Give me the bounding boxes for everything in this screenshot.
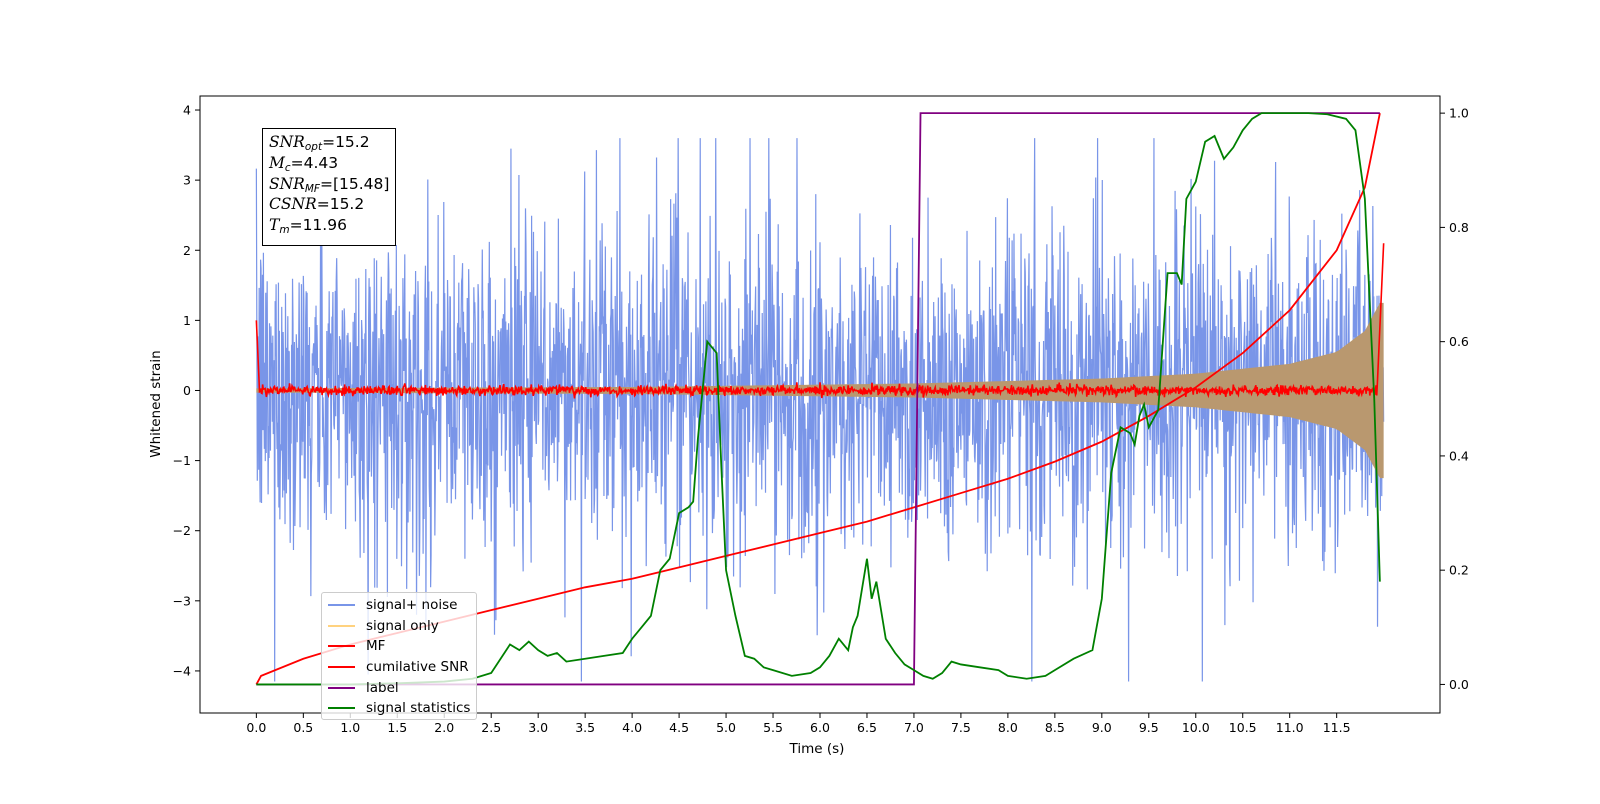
mc-label: M bbox=[269, 153, 285, 172]
y-tick-label: −2 bbox=[173, 523, 191, 538]
y-axis-label: Whitened strain bbox=[148, 350, 164, 457]
x-tick-label: 9.0 bbox=[1092, 720, 1112, 735]
x-tick-label: 10.0 bbox=[1182, 720, 1210, 735]
x-tick-label: 0.5 bbox=[293, 720, 313, 735]
x-tick-label: 2.5 bbox=[481, 720, 501, 735]
mc-sub: c bbox=[284, 161, 291, 174]
x-tick-label: 10.5 bbox=[1229, 720, 1257, 735]
y2-tick-label: 0.6 bbox=[1449, 334, 1469, 349]
x-axis-label: Time (s) bbox=[789, 741, 845, 757]
x-tick-label: 7.0 bbox=[904, 720, 924, 735]
y2-tick-label: 0.4 bbox=[1449, 448, 1469, 463]
x-tick-label: 3.0 bbox=[528, 720, 548, 735]
x-tick-label: 0.0 bbox=[246, 720, 266, 735]
legend-item-signal-statistics: signal statistics bbox=[328, 698, 470, 719]
snr-opt-sub: opt bbox=[304, 141, 323, 153]
y-tick-label: 4 bbox=[183, 103, 191, 118]
legend-label: label bbox=[366, 679, 399, 696]
signal-noise-layer bbox=[255, 138, 1385, 682]
csnr-label: CSNR bbox=[269, 195, 317, 214]
legend-label: signal statistics bbox=[366, 700, 471, 717]
x-tick-label: 11.0 bbox=[1276, 720, 1304, 735]
tm-line: Tm=11.96 bbox=[269, 215, 389, 236]
mf-line bbox=[255, 243, 1385, 399]
y-tick-label: −1 bbox=[173, 453, 191, 468]
x-tick-label: 11.5 bbox=[1323, 720, 1351, 735]
x-tick-label: 2.0 bbox=[434, 720, 454, 735]
info-box: SNRopt=15.2 Mc=4.43 SNRMF=[15.48] CSNR=1… bbox=[262, 128, 396, 246]
legend-item-signal-noise: signal+ noise bbox=[328, 595, 470, 616]
snr-opt-line: SNRopt=15.2 bbox=[269, 132, 389, 153]
y-tick-label: 3 bbox=[183, 173, 191, 188]
snr-opt-value: =15.2 bbox=[322, 133, 370, 151]
signal-statistics-line bbox=[256, 112, 1381, 686]
x-tick-label: 7.5 bbox=[951, 720, 971, 735]
legend-label: cumilative SNR bbox=[366, 659, 469, 676]
x-axis-ticks: 0.0 0.5 1.0 1.5 2.0 2.5 3.0 3.5 4.0 4.5 5.0 5.5 6.0 6… bbox=[246, 713, 1351, 735]
legend-item-mf: MF bbox=[328, 636, 470, 657]
y-tick-label: 0 bbox=[183, 383, 191, 398]
y-axis-ticks: −4 −3 −2 −1 0 1 2 3 4 bbox=[173, 103, 200, 678]
legend-swatch bbox=[328, 686, 355, 689]
x-tick-label: 8.0 bbox=[998, 720, 1018, 735]
x-tick-label: 4.0 bbox=[622, 720, 642, 735]
mf-layer bbox=[255, 243, 1385, 399]
legend-swatch bbox=[328, 666, 355, 669]
x-tick-label: 1.0 bbox=[340, 720, 360, 735]
legend-item-label: label bbox=[328, 677, 470, 698]
tm-label: T bbox=[269, 216, 280, 235]
snr-mf-line: SNRMF=[15.48] bbox=[269, 174, 389, 195]
y-tick-label: −3 bbox=[173, 593, 191, 608]
legend-swatch bbox=[328, 604, 355, 607]
legend-swatch bbox=[328, 645, 355, 648]
y2-tick-label: 0.2 bbox=[1449, 563, 1469, 578]
mc-value: =4.43 bbox=[290, 153, 339, 172]
snr-mf-label: SNR bbox=[269, 174, 305, 193]
snr-mf-sub: MF bbox=[304, 182, 320, 195]
y2-tick-label: 1.0 bbox=[1449, 106, 1469, 121]
x-tick-label: 6.0 bbox=[810, 720, 830, 735]
label-line bbox=[256, 112, 1380, 686]
x-tick-label: 9.5 bbox=[1139, 720, 1159, 735]
x-tick-label: 1.5 bbox=[387, 720, 407, 735]
tm-value: =11.96 bbox=[289, 216, 347, 235]
x-tick-label: 5.5 bbox=[763, 720, 783, 735]
mc-line: Mc=4.43 bbox=[269, 153, 389, 174]
csnr-value: =15.2 bbox=[316, 195, 365, 214]
x-tick-label: 4.5 bbox=[669, 720, 689, 735]
csnr-line: CSNR=15.2 bbox=[269, 194, 389, 215]
chart-legend: signal+ noise signal only MF cumilative … bbox=[321, 592, 477, 720]
legend-swatch bbox=[328, 624, 355, 627]
legend-item-signal-only: signal only bbox=[328, 616, 470, 637]
y-tick-label: −4 bbox=[173, 663, 191, 678]
y2-tick-label: 0.8 bbox=[1449, 220, 1469, 235]
legend-item-cumulative-snr: cumilative SNR bbox=[328, 657, 470, 678]
x-tick-label: 6.5 bbox=[857, 720, 877, 735]
legend-label: signal+ noise bbox=[366, 597, 458, 614]
y-tick-label: 2 bbox=[183, 243, 191, 258]
x-tick-label: 5.0 bbox=[716, 720, 736, 735]
tm-sub: m bbox=[279, 224, 290, 237]
y2-axis-ticks: 0.0 0.2 0.4 0.6 0.8 1.0 bbox=[1440, 106, 1469, 692]
snr-mf-value: =[15.48] bbox=[319, 174, 390, 193]
y2-tick-label: 0.0 bbox=[1449, 677, 1469, 692]
legend-swatch bbox=[328, 707, 355, 710]
legend-label: MF bbox=[366, 638, 386, 655]
x-tick-label: 8.5 bbox=[1045, 720, 1065, 735]
snr-opt-label: SNR bbox=[269, 133, 305, 151]
legend-label: signal only bbox=[366, 617, 439, 634]
signal-noise-line bbox=[255, 138, 1385, 682]
y-tick-label: 1 bbox=[183, 313, 191, 328]
x-tick-label: 3.5 bbox=[575, 720, 595, 735]
